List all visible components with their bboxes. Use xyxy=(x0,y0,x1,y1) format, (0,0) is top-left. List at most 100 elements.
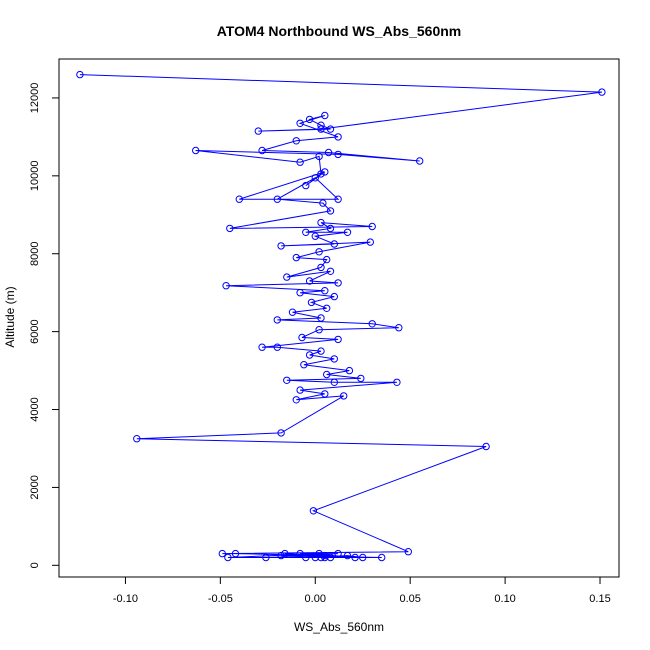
data-point xyxy=(302,228,310,237)
data-point xyxy=(334,133,342,141)
data-point xyxy=(254,127,262,135)
data-point xyxy=(317,347,325,355)
data-point xyxy=(317,125,325,133)
data-point xyxy=(315,549,323,558)
data-point xyxy=(351,553,359,562)
y-tick-label: 4000 xyxy=(29,397,41,421)
data-point xyxy=(482,442,490,451)
data-point xyxy=(277,551,285,560)
data-point xyxy=(343,228,352,237)
data-point xyxy=(317,218,325,227)
data-point xyxy=(273,316,281,324)
data-point xyxy=(416,157,424,165)
x-tick-label: 0.00 xyxy=(305,593,326,605)
data-point xyxy=(296,289,304,297)
data-point xyxy=(302,553,310,562)
y-tick-label: 8000 xyxy=(29,241,41,265)
data-point xyxy=(302,181,310,190)
data-point xyxy=(292,253,300,262)
data-point xyxy=(76,70,84,79)
data-point xyxy=(298,333,306,342)
data-point xyxy=(273,343,281,351)
data-point xyxy=(330,292,338,301)
data-point xyxy=(222,282,230,290)
data-point xyxy=(317,314,325,322)
data-point xyxy=(307,298,316,307)
data-point xyxy=(258,146,266,155)
data-point xyxy=(309,507,318,515)
plot-frame xyxy=(58,58,620,578)
data-point xyxy=(334,150,342,159)
data-point xyxy=(326,207,335,215)
data-point xyxy=(317,553,325,562)
data-point xyxy=(326,267,335,275)
data-point xyxy=(315,326,323,334)
data-point xyxy=(283,273,291,281)
y-tick-label: 10000 xyxy=(29,161,41,192)
data-point xyxy=(317,170,325,178)
chart-title: ATOM4 Northbound WS_Abs_560nm xyxy=(217,23,462,39)
data-point xyxy=(300,361,308,369)
data-point xyxy=(296,386,304,394)
data-point xyxy=(378,553,386,562)
data-point xyxy=(395,324,403,332)
data-point xyxy=(292,137,300,145)
data-point xyxy=(317,263,325,272)
data-point xyxy=(345,366,354,375)
data-point xyxy=(258,343,266,351)
data-point xyxy=(315,248,323,256)
data-point xyxy=(321,390,329,398)
data-point xyxy=(334,549,342,558)
data-point xyxy=(235,195,244,203)
data-point xyxy=(288,308,297,316)
data-point xyxy=(357,374,365,383)
data-point xyxy=(305,277,314,285)
data-point xyxy=(326,125,335,133)
data-point xyxy=(281,549,289,558)
data-point xyxy=(133,435,141,443)
data-point xyxy=(192,146,200,155)
data-point xyxy=(296,158,304,166)
x-axis-label: WS_Abs_560nm xyxy=(294,620,384,634)
data-point xyxy=(334,195,342,203)
data-point xyxy=(226,224,234,233)
data-point xyxy=(330,240,338,248)
data-point xyxy=(334,279,342,287)
data-point xyxy=(330,378,338,386)
y-tick-label: 2000 xyxy=(29,475,41,499)
series-layer xyxy=(76,70,606,562)
data-point xyxy=(340,392,348,400)
data-point xyxy=(311,174,319,182)
data-point xyxy=(343,551,352,560)
data-point xyxy=(323,370,331,379)
data-point xyxy=(231,549,240,558)
x-tick-label: 0.05 xyxy=(399,593,420,605)
data-point xyxy=(321,111,329,120)
data-point xyxy=(404,548,412,556)
data-point xyxy=(321,287,329,295)
y-axis: 0 2000 4000 6000 8000 10000 12000 xyxy=(29,83,60,568)
data-point xyxy=(305,115,314,124)
data-point xyxy=(359,553,367,562)
data-point xyxy=(598,88,606,96)
data-point xyxy=(292,396,300,404)
x-tick-label: -0.10 xyxy=(113,593,138,605)
y-tick-label: 6000 xyxy=(29,319,41,343)
data-point xyxy=(326,553,335,562)
data-point xyxy=(326,224,335,233)
data-point xyxy=(321,553,329,562)
data-point xyxy=(315,152,323,161)
data-point xyxy=(323,255,331,264)
y-tick-label: 0 xyxy=(29,562,41,568)
data-point xyxy=(277,429,285,437)
x-tick-label: -0.05 xyxy=(208,593,233,605)
x-axis: -0.10 -0.05 0.00 0.05 0.10 0.15 xyxy=(113,576,611,605)
data-point xyxy=(330,355,338,363)
data-point xyxy=(296,119,304,128)
data-point xyxy=(321,168,329,176)
data-point xyxy=(262,553,270,562)
data-point xyxy=(366,238,374,246)
data-point xyxy=(296,549,304,558)
data-point xyxy=(393,378,401,386)
